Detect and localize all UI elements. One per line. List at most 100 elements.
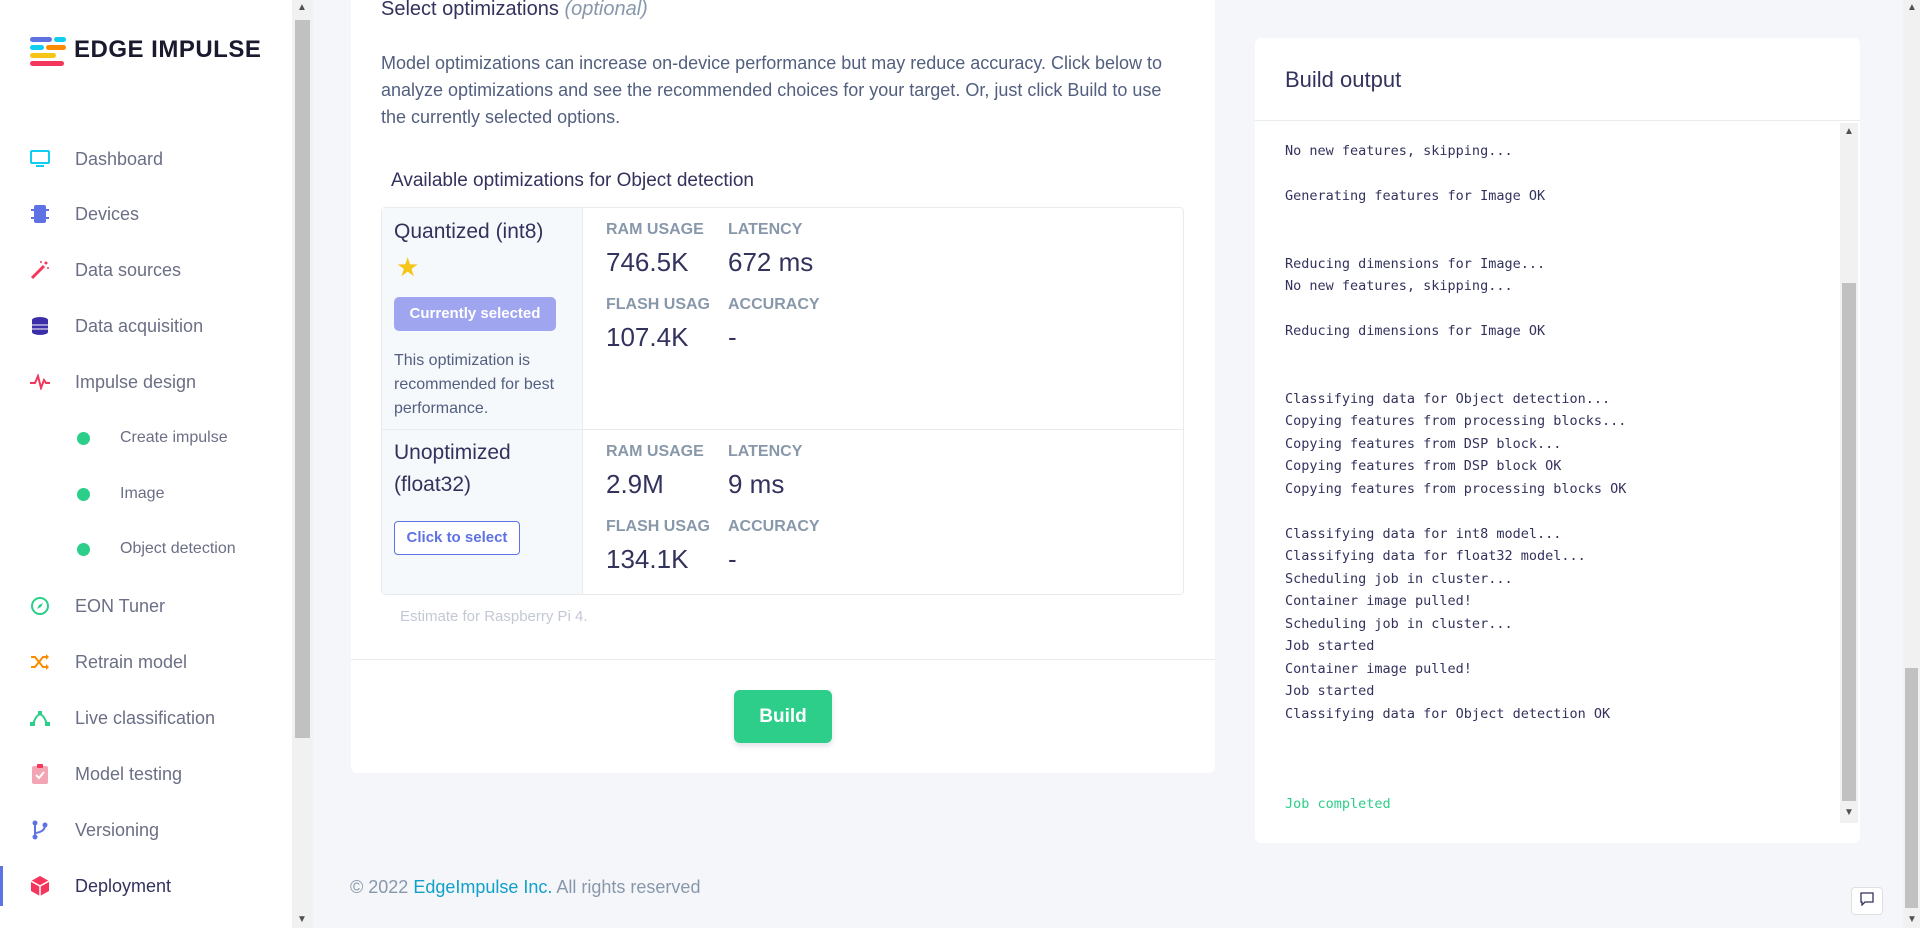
ram-usage-label: RAM USAGE <box>606 221 704 238</box>
monitor-icon <box>30 149 50 169</box>
edge-impulse-logo[interactable]: EDGE IMPULSE <box>30 34 261 66</box>
log-line: Classifying data for Object detection... <box>1285 390 1611 407</box>
brand-name: EDGE IMPULSE <box>74 36 262 63</box>
compass-icon <box>30 596 50 616</box>
build-button[interactable]: Build <box>734 690 832 743</box>
sidebar-item-object-detection[interactable]: Object detection <box>0 529 292 569</box>
sidebar-item-dashboard[interactable]: Dashboard <box>0 139 292 179</box>
sidebar-item-retrain-model[interactable]: Retrain model <box>0 642 292 682</box>
log-line <box>1285 725 1825 748</box>
sidebar-item-label: Model testing <box>75 763 183 784</box>
sidebar-scrollbar[interactable]: ▲ ▼ <box>292 0 313 928</box>
optimization-name: Quantized (int8) <box>394 220 544 243</box>
build-output-log[interactable]: No new features, skipping... Generating … <box>1285 140 1825 815</box>
optimization-name: Unoptimized <box>394 441 511 464</box>
sidebar-item-impulse-design[interactable]: Impulse design <box>0 362 292 402</box>
sidebar-item-label: Retrain model <box>75 651 188 672</box>
log-line: Classifying data for Object detection OK <box>1285 705 1611 722</box>
log-line: Copying features from DSP block OK <box>1285 458 1562 474</box>
log-line: Job started <box>1285 683 1375 699</box>
log-line <box>1285 230 1825 253</box>
latency-label: LATENCY <box>728 443 803 460</box>
branch-icon <box>30 820 50 840</box>
status-dot <box>77 431 90 445</box>
sidebar-item-create-impulse[interactable]: Create impulse <box>0 418 292 458</box>
build-log-scrollbar-thumb[interactable] <box>1842 283 1856 801</box>
footer-rights: All rights reserved <box>552 877 701 897</box>
build-log-scrollbar[interactable]: ▲ ▼ <box>1840 123 1858 823</box>
sidebar-item-data-acquisition[interactable]: Data acquisition <box>0 306 292 346</box>
sidebar-item-live-classification[interactable]: Live classification <box>0 698 292 738</box>
optimizations-description: Model optimizations can increase on-devi… <box>381 53 1163 127</box>
page-scrollbar-thumb[interactable] <box>1905 668 1918 908</box>
database-icon <box>30 316 50 336</box>
log-line: Container image pulled! <box>1285 593 1472 609</box>
scroll-down-arrow-icon[interactable]: ▼ <box>297 914 307 925</box>
sidebar-item-image[interactable]: Image <box>0 474 292 514</box>
sidebar-item-versioning[interactable]: Versioning <box>0 810 292 850</box>
log-line <box>1285 298 1825 321</box>
log-line: Scheduling job in cluster... <box>1285 570 1513 587</box>
sidebar-item-label: Deployment <box>75 875 172 896</box>
click-to-select-button[interactable]: Click to select <box>394 521 520 555</box>
scroll-down-arrow-icon[interactable]: ▼ <box>1907 914 1917 925</box>
optimizations-title: Select optimizations (optional) <box>381 0 648 20</box>
log-line: Reducing dimensions for Image... <box>1285 255 1546 272</box>
scroll-up-arrow-icon[interactable]: ▲ <box>1907 2 1917 13</box>
scroll-up-arrow-icon[interactable]: ▲ <box>297 2 307 13</box>
ram-usage-label: RAM USAGE <box>606 443 704 460</box>
company-link[interactable]: EdgeImpulse Inc. <box>413 877 553 897</box>
log-line-success: Job completed <box>1285 795 1391 812</box>
log-line: Scheduling job in cluster... <box>1285 615 1513 632</box>
log-line <box>1285 208 1825 231</box>
latency-label: LATENCY <box>728 221 803 238</box>
accuracy-value: - <box>728 544 737 574</box>
sidebar-item-data-sources[interactable]: Data sources <box>0 250 292 290</box>
sidebar-item-label: Versioning <box>75 819 160 840</box>
chip-icon <box>30 204 50 224</box>
accuracy-label: ACCURACY <box>728 296 820 313</box>
page-scrollbar[interactable]: ▲ ▼ <box>1903 0 1920 928</box>
sidebar-item-label: Live classification <box>75 707 216 728</box>
sidebar-item-eon-tuner[interactable]: EON Tuner <box>0 586 292 626</box>
log-line: No new features, skipping... <box>1285 143 1513 159</box>
clipboard-check-icon <box>30 764 50 784</box>
sidebar-item-label: Dashboard <box>75 148 164 169</box>
flash-usage-value: 134.1K <box>606 544 689 574</box>
sidebar-item-model-testing[interactable]: Model testing <box>0 754 292 794</box>
log-line <box>1285 365 1825 388</box>
build-output-divider <box>1255 120 1860 121</box>
status-dot <box>77 542 90 556</box>
sidebar-item-label: Impulse design <box>75 371 197 392</box>
pulse-icon <box>30 372 50 392</box>
log-line: Copying features from processing blocks.… <box>1285 413 1627 429</box>
latency-value: 672 ms <box>728 247 814 277</box>
feedback-button[interactable] <box>1851 887 1883 915</box>
log-line <box>1285 748 1825 771</box>
shuffle-icon <box>30 652 50 672</box>
build-output-card <box>1255 38 1860 843</box>
status-dot <box>77 487 90 501</box>
sidebar: EDGE IMPULSE Dashboard Devices Data sour… <box>0 0 292 928</box>
optimization-row-float32[interactable]: Unoptimized (float32) Click to select RA… <box>382 430 1183 594</box>
scroll-down-arrow-icon[interactable]: ▼ <box>1844 807 1854 818</box>
currently-selected-badge: Currently selected <box>394 297 556 331</box>
latency-value: 9 ms <box>728 469 785 499</box>
optimization-note: This optimization is recommended for bes… <box>394 352 555 417</box>
available-optimizations-title: Available optimizations for Object detec… <box>391 170 754 191</box>
sidebar-item-label: Devices <box>75 203 140 224</box>
sidebar-item-label: Create impulse <box>120 429 228 446</box>
magic-wand-icon <box>30 260 50 280</box>
sidebar-scrollbar-thumb[interactable] <box>295 20 310 738</box>
footer: © 2022 EdgeImpulse Inc. All rights reser… <box>350 877 700 898</box>
footer-copyright: © 2022 <box>350 877 414 897</box>
log-line <box>1285 163 1825 186</box>
scroll-up-arrow-icon[interactable]: ▲ <box>1844 126 1854 137</box>
cube-icon <box>30 876 50 896</box>
log-line: Reducing dimensions for Image OK <box>1285 323 1546 339</box>
build-output-title: Build output <box>1285 67 1402 92</box>
sidebar-item-devices[interactable]: Devices <box>0 194 292 234</box>
optimization-row-int8[interactable]: Quantized (int8) ★ Currently selected Th… <box>382 208 1183 430</box>
sidebar-item-deployment[interactable]: Deployment <box>0 866 292 906</box>
optimizations-table: Quantized (int8) ★ Currently selected Th… <box>381 207 1184 595</box>
